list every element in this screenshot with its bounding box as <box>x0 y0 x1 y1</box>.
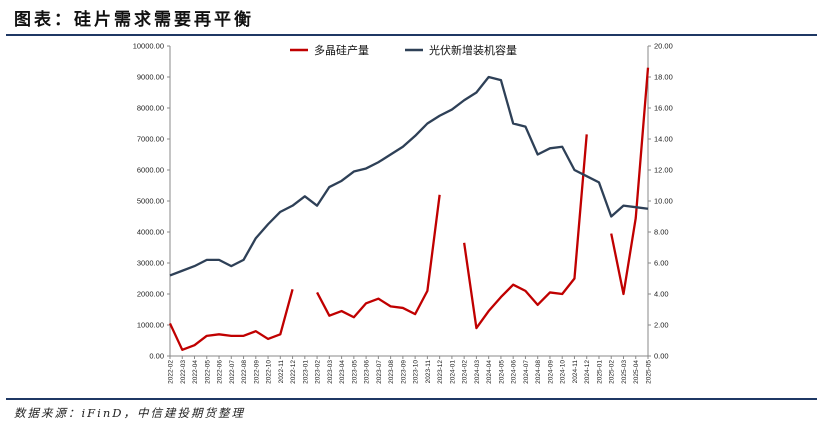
chart: 0.00 1000.00 2000.00 3000.00 4000.00 5000.00 6… <box>133 42 673 384</box>
y-right-tick-label: 6.00 <box>654 259 669 268</box>
x-tick-label: 2025-01 <box>596 360 603 384</box>
y-right-tick-label: 0.00 <box>654 352 669 361</box>
y-left-tick-label: 9000.00 <box>137 73 164 82</box>
x-tick-label: 2023-07 <box>376 360 383 384</box>
x-tick-label: 2023-02 <box>315 360 322 384</box>
x-tick-label: 2024-11 <box>572 360 579 384</box>
y-left-tick-label: 6000.00 <box>137 166 164 175</box>
y-right-tick-label: 4.00 <box>654 290 669 299</box>
legend-label-2: 光伏新增装机容量 <box>429 43 517 57</box>
y-right-tick-label: 10.00 <box>654 197 673 206</box>
x-tick-label: 2023-04 <box>339 360 346 384</box>
x-tick-label: 2022-05 <box>204 360 211 384</box>
x-tick-label: 2023-08 <box>388 360 395 384</box>
x-tick-label: 2022-12 <box>290 360 297 384</box>
x-tick-label: 2023-05 <box>351 360 358 384</box>
y-right-tick-label: 12.00 <box>654 166 673 175</box>
x-tick-label: 2024-06 <box>511 360 518 384</box>
x-tick-label: 2025-05 <box>646 360 653 384</box>
x-tick-label: 2024-03 <box>474 360 481 384</box>
y-left-tick-label: 1000.00 <box>137 321 164 330</box>
x-tick-label: 2023-10 <box>413 360 420 384</box>
x-tick-label: 2022-03 <box>180 360 187 384</box>
x-tick-label: 2022-04 <box>192 360 199 384</box>
y-right-tick-label: 14.00 <box>654 135 673 144</box>
legend-label-1: 多晶硅产量 <box>314 43 369 57</box>
x-tick-label: 2025-02 <box>609 360 616 384</box>
x-tick-label: 2024-07 <box>523 360 530 384</box>
x-tick-label: 2022-02 <box>168 360 175 384</box>
y-right-tick-label: 16.00 <box>654 104 673 113</box>
x-tick-label: 2022-06 <box>217 360 224 384</box>
legend: 多晶硅产量 光伏新增装机容量 <box>290 43 517 57</box>
y-left-tick-label: 4000.00 <box>137 228 164 237</box>
x-tick-label: 2025-04 <box>633 360 640 384</box>
source-note: 数据来源：iFinD，中信建投期货整理 <box>14 406 245 420</box>
y-right-tick-label: 2.00 <box>654 321 669 330</box>
title-bar: 图表：硅片需求需要再平衡 <box>0 0 825 36</box>
y-left-tick-label: 8000.00 <box>137 104 164 113</box>
y-right-tick-label: 20.00 <box>654 42 673 51</box>
x-tick-label: 2022-11 <box>278 360 285 384</box>
y-right-tick-label: 8.00 <box>654 228 669 237</box>
x-tick-label: 2024-12 <box>584 360 591 384</box>
x-tick-label: 2024-05 <box>498 360 505 384</box>
x-tick-label: 2022-10 <box>266 360 273 384</box>
x-tick-label: 2023-01 <box>302 360 309 384</box>
series-layer <box>168 67 650 351</box>
x-tick-label: 2023-03 <box>327 360 334 384</box>
x-tick-label: 2024-08 <box>535 360 542 384</box>
x-tick-label: 2022-09 <box>253 360 260 384</box>
x-tick-label: 2023-11 <box>425 360 432 384</box>
y-left-tick-label: 10000.00 <box>133 42 164 51</box>
x-tick-label: 2023-06 <box>364 360 371 384</box>
y-left-tick-label: 7000.00 <box>137 135 164 144</box>
x-tick-label: 2024-04 <box>486 360 493 384</box>
x-tick-label: 2025-03 <box>621 360 628 384</box>
axes: 0.00 1000.00 2000.00 3000.00 4000.00 5000.00 6… <box>133 42 673 384</box>
figure-title: 图表：硅片需求需要再平衡 <box>14 10 254 30</box>
y-left-tick-label: 5000.00 <box>137 197 164 206</box>
x-tick-label: 2024-09 <box>547 360 554 384</box>
y-left-tick-label: 2000.00 <box>137 290 164 299</box>
y-left-tick-label: 0.00 <box>149 352 164 361</box>
bottom-rule <box>6 398 817 400</box>
x-tick-label: 2024-02 <box>462 360 469 384</box>
y-left-tick-label: 3000.00 <box>137 259 164 268</box>
x-tick-label: 2022-07 <box>229 360 236 384</box>
title-rule <box>6 34 817 36</box>
x-tick-label: 2023-09 <box>400 360 407 384</box>
y-right-tick-label: 18.00 <box>654 73 673 82</box>
x-tick-label: 2023-12 <box>437 360 444 384</box>
series-line-1 <box>168 67 650 351</box>
x-tick-label: 2022-08 <box>241 360 248 384</box>
series-line-2 <box>169 75 649 277</box>
x-tick-label: 2024-10 <box>560 360 567 384</box>
x-tick-label: 2024-01 <box>449 360 456 384</box>
